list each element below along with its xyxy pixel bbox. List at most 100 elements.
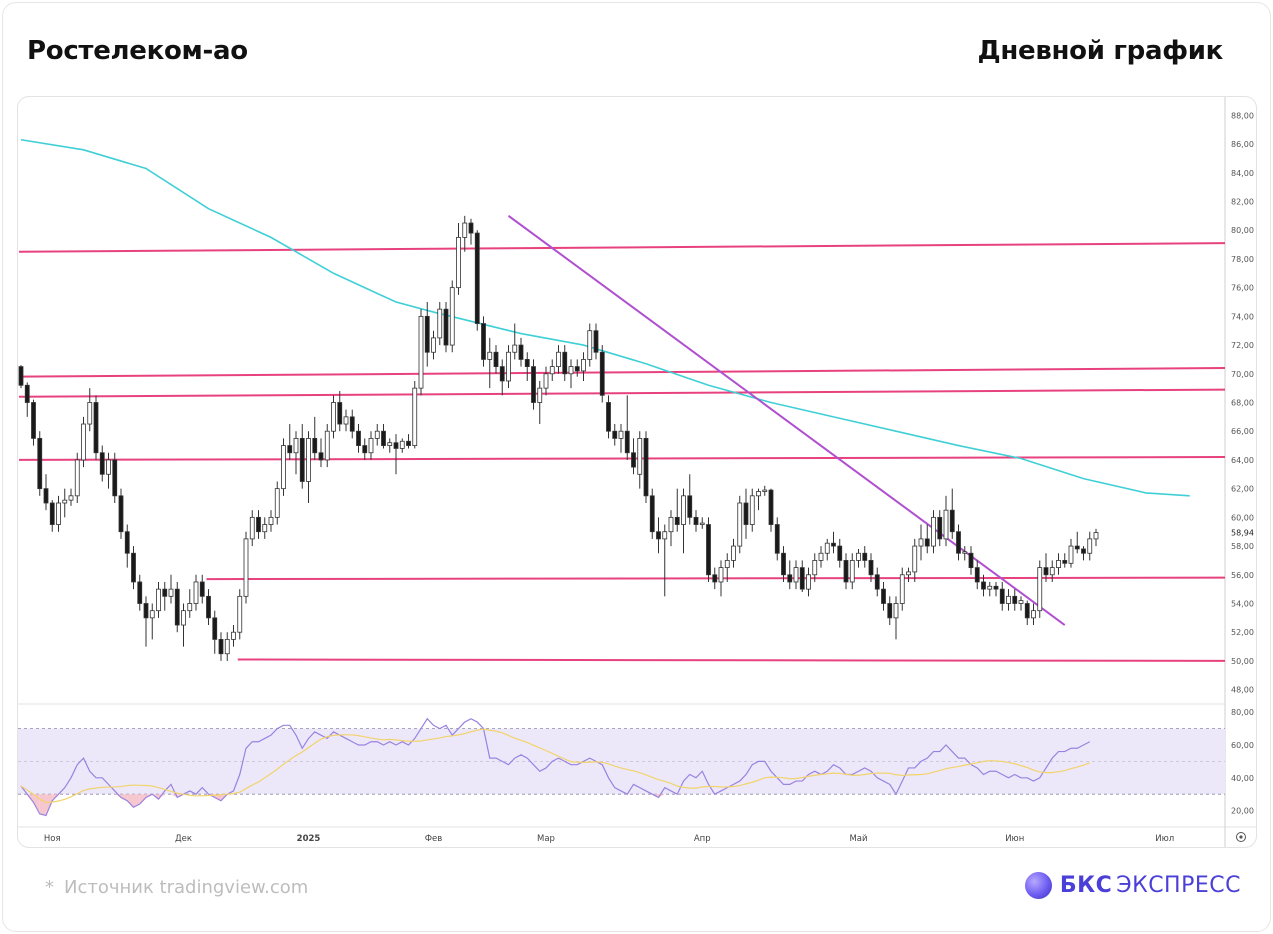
chart-panel[interactable]: 48,00 50,00 52,00 54,00 56,00 58,00 60,00 62,00…	[17, 96, 1257, 848]
candle-body	[343, 416, 349, 425]
time-label: Июл	[1155, 834, 1174, 844]
candle-body	[468, 222, 474, 234]
candle-body	[424, 315, 430, 353]
candle	[949, 488, 955, 539]
candle-body	[206, 595, 211, 619]
candle	[281, 438, 286, 496]
candle	[243, 531, 249, 604]
candle	[599, 345, 605, 403]
candle-body	[724, 560, 730, 569]
candle-body	[231, 631, 236, 640]
last-price-label: 58,94	[1231, 529, 1254, 538]
candle	[893, 596, 899, 640]
candle	[224, 632, 230, 661]
candle-body	[443, 308, 449, 346]
candle-body	[949, 509, 955, 533]
candle	[606, 395, 611, 439]
candle-body	[943, 509, 949, 540]
candle-body	[256, 516, 261, 533]
candle	[749, 488, 755, 532]
candle-body	[693, 516, 699, 525]
chart-subtitle: Дневной график	[977, 36, 1223, 66]
time-label: Ноя	[44, 834, 61, 844]
chart-title: Ростелеком-ао	[27, 36, 248, 66]
level-line	[18, 367, 1226, 378]
price-tick-label: 76,00	[1231, 284, 1254, 293]
rsi-oversold-fill	[46, 794, 53, 816]
candle	[24, 382, 30, 417]
source-text: Источник tradingview.com	[64, 877, 309, 898]
candle	[562, 345, 568, 381]
candle	[374, 424, 380, 446]
candle-body	[837, 545, 843, 561]
candle-body	[268, 516, 274, 525]
price-tick-label: 84,00	[1231, 169, 1254, 178]
bcs-logo-text: БКС ЭКСПРЕСС	[1060, 873, 1241, 898]
candle-body	[793, 567, 799, 583]
candle	[1081, 546, 1086, 561]
price-chart-svg[interactable]: 48,00 50,00 52,00 54,00 56,00 58,00 60,00 62,00…	[18, 97, 1256, 847]
candle	[712, 567, 718, 590]
price-tick-label: 82,00	[1231, 198, 1254, 207]
candle	[568, 359, 574, 389]
candle	[462, 215, 468, 252]
candle	[899, 567, 905, 611]
candle	[1049, 560, 1055, 582]
candle	[812, 553, 818, 582]
candle	[306, 431, 311, 503]
candle-body	[43, 488, 49, 504]
gear-icon[interactable]	[1236, 832, 1246, 842]
candle	[37, 431, 43, 496]
rsi-oversold-fill	[33, 794, 40, 814]
candle	[18, 365, 24, 389]
candle	[1056, 553, 1061, 575]
candle-body	[968, 552, 974, 569]
candle	[581, 352, 586, 381]
candle-body	[412, 387, 418, 446]
candle	[737, 495, 743, 554]
candle-body	[374, 430, 380, 439]
candle	[968, 546, 974, 575]
source-asterisk: *	[45, 877, 54, 898]
candle-body	[318, 452, 324, 461]
price-tick-label: 70,00	[1231, 370, 1254, 379]
candle-body	[212, 617, 218, 640]
candle	[337, 391, 343, 432]
candle	[124, 524, 130, 568]
candle	[724, 553, 730, 582]
candle-body	[981, 581, 986, 590]
candle-body	[281, 445, 286, 490]
candle	[849, 553, 855, 590]
candle-body	[93, 402, 99, 454]
candle	[437, 302, 443, 346]
candle-body	[768, 489, 774, 525]
candle	[681, 488, 686, 554]
candle	[612, 424, 618, 446]
candle	[781, 546, 786, 582]
candle	[1062, 553, 1068, 568]
candle-body	[24, 384, 30, 403]
candle	[887, 596, 893, 626]
candle	[718, 560, 724, 597]
candle-body	[674, 516, 680, 525]
candle	[62, 488, 68, 518]
rsi-oversold-fill	[214, 794, 221, 801]
candle	[156, 581, 161, 618]
price-tick-label: 72,00	[1231, 341, 1254, 350]
candle-body	[1031, 610, 1036, 619]
candle	[881, 581, 886, 611]
candle-body	[331, 402, 336, 432]
candle-body	[1043, 567, 1049, 576]
rsi-ma-line	[20, 728, 1090, 804]
rsi-tick-label: 80,00	[1231, 708, 1254, 717]
candle-body	[637, 437, 643, 475]
candle-body	[668, 516, 674, 533]
candle	[943, 495, 949, 547]
candle	[231, 625, 236, 647]
candle	[206, 589, 211, 626]
candle	[356, 424, 361, 453]
candle	[324, 424, 330, 468]
candle	[143, 596, 149, 647]
candle	[49, 500, 55, 532]
candle	[787, 560, 793, 590]
